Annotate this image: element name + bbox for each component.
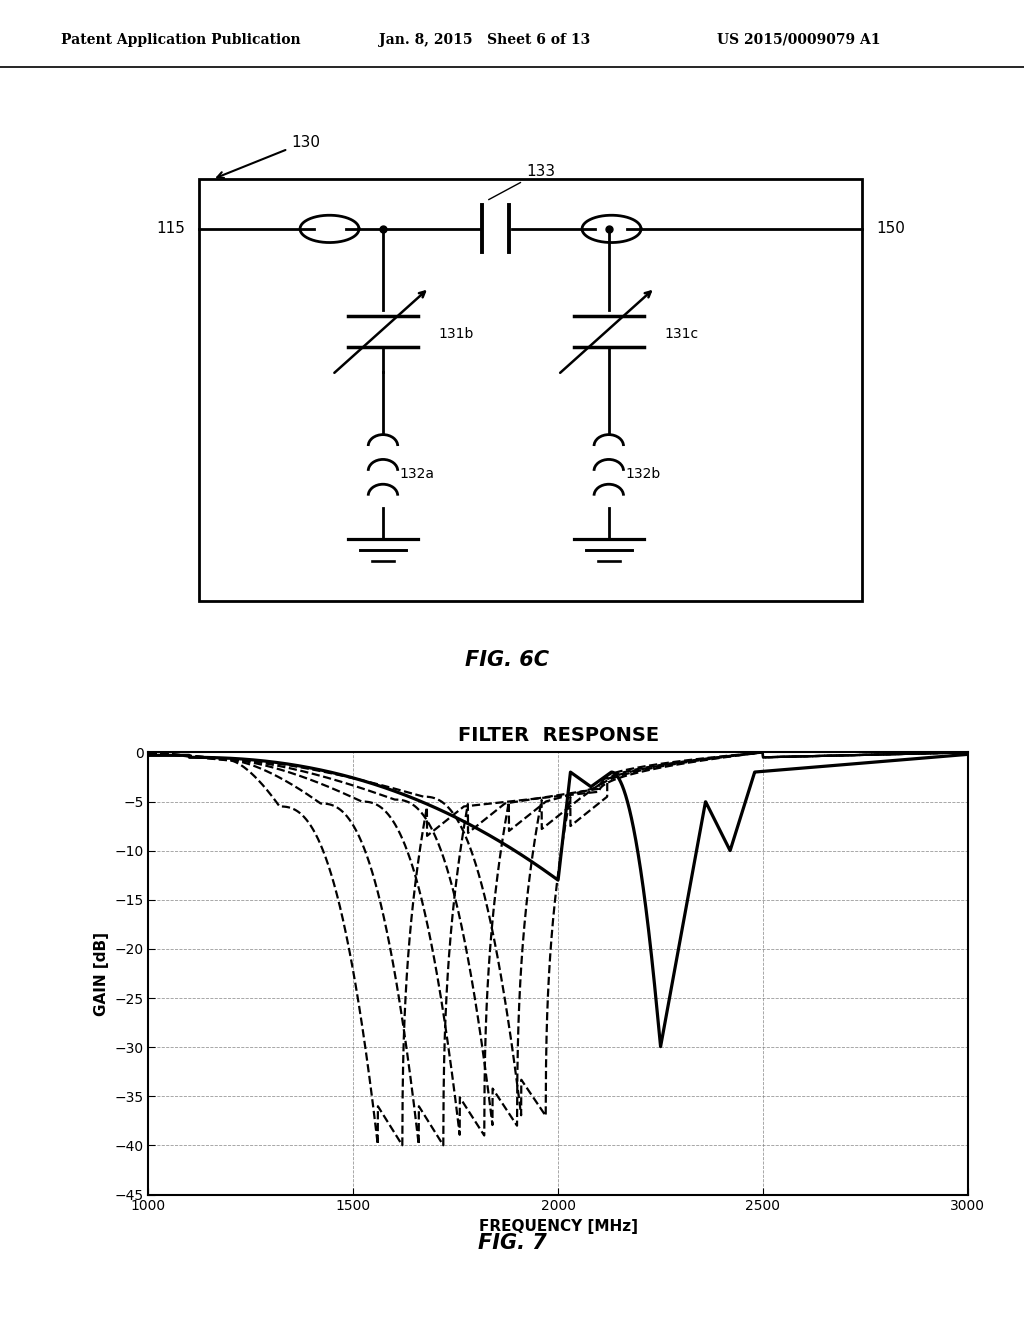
- Text: 133: 133: [488, 164, 555, 199]
- Text: 150: 150: [877, 222, 905, 236]
- Text: Jan. 8, 2015   Sheet 6 of 13: Jan. 8, 2015 Sheet 6 of 13: [379, 33, 590, 48]
- X-axis label: FREQUENCY [MHz]: FREQUENCY [MHz]: [478, 1218, 638, 1234]
- Text: 130: 130: [217, 135, 319, 178]
- Y-axis label: GAIN [dB]: GAIN [dB]: [94, 932, 109, 1015]
- Text: 131c: 131c: [665, 327, 698, 342]
- Bar: [199, 180, 862, 601]
- Text: FIG. 6C: FIG. 6C: [465, 649, 550, 671]
- Text: 131b: 131b: [438, 327, 474, 342]
- Text: 132b: 132b: [626, 467, 660, 480]
- Text: Patent Application Publication: Patent Application Publication: [61, 33, 301, 48]
- Text: FIG. 7: FIG. 7: [477, 1233, 547, 1254]
- Text: US 2015/0009079 A1: US 2015/0009079 A1: [717, 33, 881, 48]
- Text: 132a: 132a: [399, 467, 434, 480]
- Title: FILTER  RESPONSE: FILTER RESPONSE: [458, 726, 658, 746]
- Text: 115: 115: [156, 222, 184, 236]
